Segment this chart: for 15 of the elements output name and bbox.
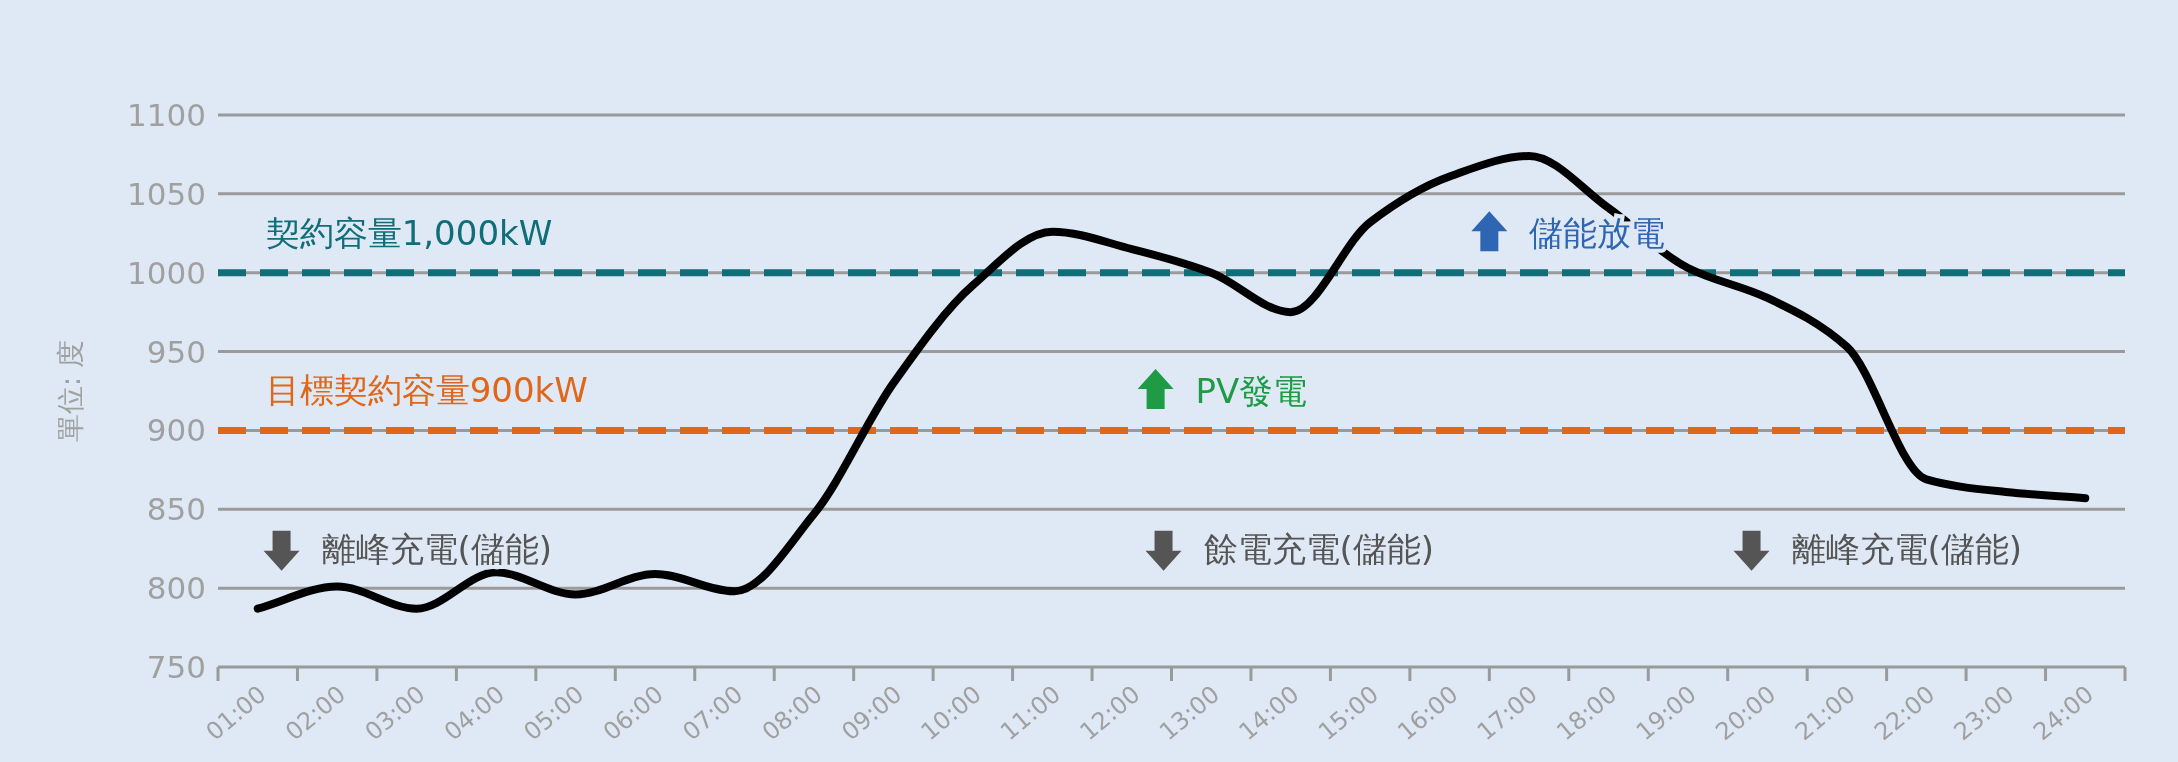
y-tick-label: 800 [146, 570, 206, 607]
y-tick-label: 850 [146, 491, 206, 528]
y-tick-label: 1100 [127, 97, 206, 133]
ref-line-label: 契約容量1,000kW [265, 212, 553, 253]
y-tick-label: 750 [146, 649, 206, 685]
y-tick-label: 1050 [127, 175, 206, 212]
y-tick-label: 900 [146, 412, 206, 449]
annotation: 餘電充電(儲能) [1203, 528, 1435, 569]
ref-line-label: 目標契約容量900kW [265, 370, 588, 411]
y-tick-label: 950 [146, 333, 206, 370]
y-axis-title: 單位: 度 [54, 339, 87, 443]
y-tick-label: 1000 [127, 254, 206, 291]
annotation: 離峰充電(儲能) [1791, 528, 2023, 569]
annotation: PV發電 [1195, 371, 1308, 411]
annotation: 離峰充電(儲能) [321, 528, 553, 569]
